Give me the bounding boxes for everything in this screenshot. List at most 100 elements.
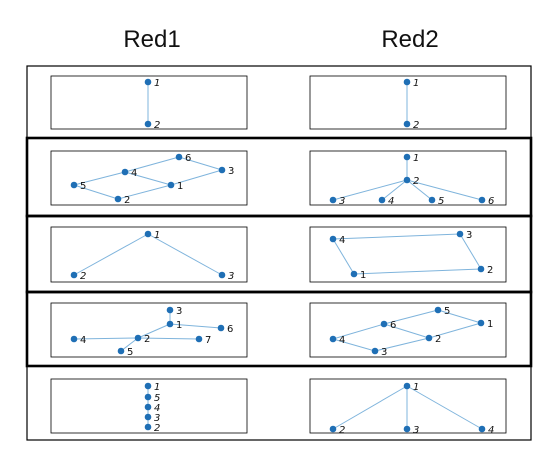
graph-node-label: 3 bbox=[413, 425, 419, 436]
graph-edge bbox=[120, 337, 139, 352]
graph-node bbox=[380, 320, 388, 328]
graph-panel-4-right bbox=[309, 302, 507, 358]
graph-node bbox=[403, 120, 411, 128]
graph-edge bbox=[406, 179, 483, 201]
graph-node-label: 2 bbox=[154, 423, 160, 434]
graph-node bbox=[329, 196, 337, 204]
graph-edge bbox=[117, 184, 172, 200]
graph-node bbox=[166, 320, 174, 328]
graph-node bbox=[166, 306, 174, 314]
graph-node-label: 1 bbox=[413, 153, 419, 164]
graph-node-label: 5 bbox=[444, 306, 450, 317]
graph-node-label: 5 bbox=[154, 393, 160, 404]
graph-node bbox=[428, 196, 436, 204]
graph-panel-2-left bbox=[50, 150, 248, 206]
graph-node bbox=[70, 335, 78, 343]
graph-node bbox=[403, 425, 411, 433]
graph-node-label: 2 bbox=[435, 334, 441, 345]
graph-edge bbox=[147, 233, 223, 276]
graph-node-label: 5 bbox=[127, 347, 133, 358]
graph-node bbox=[329, 335, 337, 343]
graph-node-label: 6 bbox=[390, 320, 396, 331]
graph-edge bbox=[169, 323, 222, 329]
graph-edge bbox=[124, 156, 180, 173]
graph-edge bbox=[332, 179, 408, 201]
graph-edge bbox=[428, 322, 482, 339]
graph-node bbox=[403, 176, 411, 184]
graph-node bbox=[329, 235, 337, 243]
graph-node bbox=[403, 382, 411, 390]
graph-node-label: 1 bbox=[360, 270, 366, 281]
graph-edge bbox=[332, 233, 461, 240]
graph-node bbox=[425, 334, 433, 342]
graph-node bbox=[167, 181, 175, 189]
column-title-red2: Red2 bbox=[381, 26, 439, 53]
graph-node-label: 1 bbox=[487, 319, 493, 330]
graph-node-label: 3 bbox=[176, 306, 182, 317]
graph-node-label: 1 bbox=[413, 78, 419, 89]
graph-edge bbox=[383, 323, 430, 339]
graph-node bbox=[144, 423, 152, 431]
graph-node bbox=[144, 403, 152, 411]
graph-node bbox=[175, 153, 183, 161]
graph-edge bbox=[73, 171, 126, 186]
row-frame-5 bbox=[26, 365, 532, 441]
graph-node bbox=[70, 271, 78, 279]
graph-edge bbox=[170, 169, 223, 186]
graph-edge bbox=[406, 179, 433, 201]
graph-node-label: 2 bbox=[154, 120, 160, 131]
graph-edge bbox=[178, 156, 223, 171]
graph-node-label: 1 bbox=[176, 320, 182, 331]
graph-node-label: 6 bbox=[185, 153, 191, 164]
graph-node-label: 5 bbox=[438, 196, 444, 207]
graph-node bbox=[144, 393, 152, 401]
graph-node-label: 5 bbox=[80, 181, 86, 192]
graph-node bbox=[403, 153, 411, 161]
graph-node bbox=[217, 324, 225, 332]
graph-node bbox=[114, 195, 122, 203]
graph-node-label: 3 bbox=[381, 347, 387, 358]
graph-node-label: 3 bbox=[339, 196, 345, 207]
graph-node-label: 1 bbox=[154, 230, 160, 241]
graph-node bbox=[378, 196, 386, 204]
graph-node-label: 4 bbox=[339, 235, 345, 246]
graph-node-label: 2 bbox=[80, 271, 86, 282]
graph-node bbox=[134, 334, 142, 342]
graph-node-label: 4 bbox=[388, 196, 394, 207]
graph-node bbox=[371, 347, 379, 355]
graph-node-label: 2 bbox=[339, 425, 345, 436]
graph-edge bbox=[73, 337, 139, 340]
graph-node-label: 2 bbox=[124, 195, 130, 206]
graph-node bbox=[403, 78, 411, 86]
graph-node bbox=[218, 166, 226, 174]
graph-edge bbox=[374, 337, 430, 352]
graph-node-label: 6 bbox=[488, 196, 494, 207]
graph-node-label: 2 bbox=[487, 265, 493, 276]
graph-node-label: 4 bbox=[154, 403, 160, 414]
graph-node bbox=[144, 382, 152, 390]
graph-node bbox=[434, 306, 442, 314]
graph-edge bbox=[406, 385, 483, 430]
graph-node bbox=[195, 335, 203, 343]
graph-node bbox=[478, 425, 486, 433]
graph-node-label: 1 bbox=[154, 78, 160, 89]
graph-edge bbox=[383, 309, 439, 325]
graph-node bbox=[117, 347, 125, 355]
graph-node bbox=[144, 120, 152, 128]
graph-node bbox=[456, 230, 464, 238]
graph-edge bbox=[437, 309, 482, 324]
graph-node bbox=[121, 168, 129, 176]
graph-node-label: 4 bbox=[80, 335, 86, 346]
graph-node-label: 1 bbox=[413, 382, 419, 393]
graph-node bbox=[218, 271, 226, 279]
graph-edge bbox=[353, 268, 482, 275]
graph-node-label: 4 bbox=[131, 168, 137, 179]
graph-node bbox=[478, 196, 486, 204]
graph-node-label: 2 bbox=[144, 334, 150, 345]
graph-edge bbox=[459, 233, 482, 270]
graph-node bbox=[144, 230, 152, 238]
graph-edge bbox=[73, 184, 119, 200]
graph-node bbox=[144, 78, 152, 86]
graph-node-label: 3 bbox=[154, 413, 160, 424]
